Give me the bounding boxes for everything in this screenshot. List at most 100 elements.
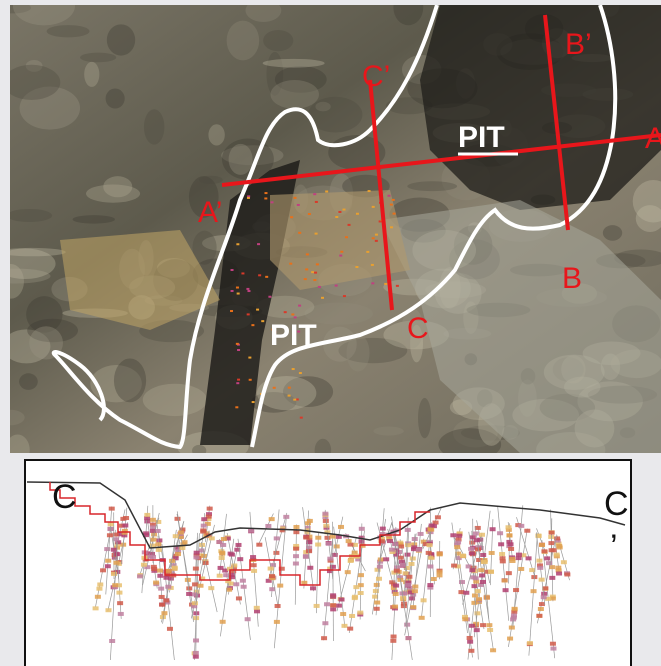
assay-interval bbox=[205, 517, 212, 522]
assay-interval bbox=[237, 557, 244, 562]
assay-interval bbox=[220, 542, 227, 547]
drill-collar bbox=[237, 349, 241, 352]
assay-interval bbox=[192, 650, 199, 655]
drill-collar bbox=[236, 292, 240, 295]
section-line-b bbox=[543, 14, 570, 231]
assay-interval bbox=[383, 557, 390, 562]
assay-interval bbox=[357, 610, 364, 615]
assay-interval bbox=[122, 523, 129, 528]
assay-interval bbox=[144, 516, 151, 521]
assay-interval bbox=[462, 617, 469, 622]
drill-collar bbox=[297, 330, 301, 333]
drill-trace bbox=[403, 517, 409, 605]
assay-interval bbox=[114, 542, 121, 547]
drill-collar bbox=[287, 394, 291, 397]
assay-interval bbox=[191, 601, 198, 606]
assay-interval bbox=[455, 540, 462, 545]
assay-interval bbox=[536, 563, 543, 568]
assay-interval bbox=[469, 568, 476, 573]
drill-trace bbox=[375, 508, 385, 616]
assay-interval bbox=[427, 564, 434, 569]
assay-interval bbox=[405, 543, 412, 548]
assay-interval bbox=[292, 561, 299, 566]
assay-interval bbox=[148, 551, 155, 556]
assay-interval bbox=[171, 565, 178, 570]
assay-interval bbox=[390, 638, 397, 643]
assay-interval bbox=[550, 548, 557, 553]
assay-interval bbox=[406, 585, 413, 590]
assay-interval bbox=[94, 594, 101, 599]
assay-interval bbox=[216, 573, 223, 578]
drill-trace bbox=[333, 526, 346, 628]
drill-trace bbox=[226, 532, 241, 605]
assay-interval bbox=[411, 537, 418, 542]
texture-patch bbox=[198, 175, 223, 184]
drill-collar bbox=[296, 203, 300, 206]
assay-interval bbox=[144, 519, 151, 524]
assay-interval bbox=[417, 531, 424, 536]
assay-interval bbox=[463, 590, 470, 595]
assay-interval bbox=[234, 547, 241, 552]
texture-patch bbox=[46, 25, 90, 38]
assay-interval bbox=[306, 534, 313, 539]
drill-collar bbox=[299, 416, 303, 419]
assay-interval bbox=[404, 527, 411, 532]
assay-interval bbox=[117, 601, 124, 606]
assay-interval bbox=[393, 583, 400, 588]
assay-interval bbox=[239, 578, 246, 583]
assay-interval bbox=[454, 564, 461, 569]
assay-interval bbox=[229, 572, 236, 577]
label-a-prime: A’ bbox=[198, 196, 222, 229]
assay-interval bbox=[466, 635, 473, 640]
drill-collar bbox=[246, 287, 250, 290]
assay-interval bbox=[310, 586, 317, 591]
texture-patch bbox=[192, 444, 207, 453]
assay-interval bbox=[254, 609, 261, 614]
assay-interval bbox=[549, 596, 556, 601]
assay-interval bbox=[159, 602, 166, 607]
assay-interval bbox=[107, 522, 114, 527]
assay-interval bbox=[389, 580, 396, 585]
assay-interval bbox=[536, 613, 543, 618]
topography bbox=[26, 481, 626, 549]
assay-interval bbox=[478, 582, 485, 587]
assay-interval bbox=[461, 614, 468, 619]
assay-interval bbox=[200, 529, 207, 534]
drill-trace bbox=[273, 518, 287, 649]
assay-interval bbox=[177, 534, 184, 539]
assay-interval bbox=[265, 523, 272, 528]
assay-interval bbox=[144, 565, 151, 570]
texture-patch bbox=[270, 80, 319, 109]
assay-interval bbox=[469, 535, 476, 540]
assay-interval bbox=[324, 602, 331, 607]
assay-interval bbox=[306, 540, 313, 545]
drill-collar bbox=[391, 198, 395, 201]
assay-interval bbox=[265, 578, 272, 583]
assay-interval bbox=[409, 596, 416, 601]
drill-trace bbox=[200, 541, 218, 613]
assay-interval bbox=[330, 603, 337, 608]
assay-interval bbox=[358, 526, 365, 531]
label-b-prime: B’ bbox=[565, 28, 592, 61]
assay-interval bbox=[172, 556, 179, 561]
texture-patch bbox=[27, 318, 78, 343]
assay-interval bbox=[158, 594, 165, 599]
drill-collar bbox=[257, 243, 261, 246]
pit-label: PIT bbox=[270, 319, 317, 352]
assay-interval bbox=[474, 589, 481, 594]
assay-interval bbox=[507, 636, 514, 641]
assay-interval bbox=[458, 580, 465, 585]
assay-interval bbox=[451, 563, 458, 568]
assay-interval bbox=[469, 540, 476, 545]
assay-interval bbox=[165, 584, 172, 589]
assay-interval bbox=[240, 584, 247, 589]
assay-interval bbox=[511, 609, 518, 614]
assay-interval bbox=[307, 565, 314, 570]
assay-interval bbox=[315, 535, 322, 540]
drill-collar bbox=[273, 331, 277, 334]
drill-trace bbox=[146, 513, 158, 589]
assay-interval bbox=[226, 587, 233, 592]
texture-patch bbox=[10, 248, 56, 280]
assay-interval bbox=[355, 557, 362, 562]
assay-interval bbox=[549, 575, 556, 580]
